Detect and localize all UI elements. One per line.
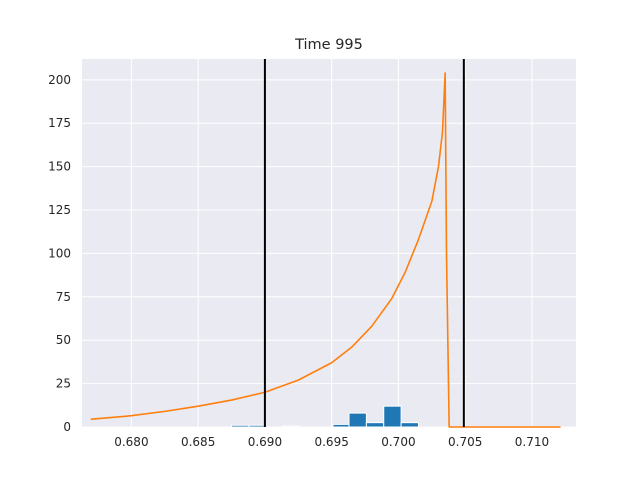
- histogram-bar-1: [248, 424, 266, 428]
- x-tick-label: 0.695: [314, 435, 348, 449]
- density-curve: [90, 72, 561, 428]
- histogram-bar-7: [400, 422, 419, 428]
- y-tick-label: 175: [48, 116, 71, 130]
- x-tick-labels: 0.680 0.685 0.690 0.695 0.700 0.705 0.710: [114, 435, 549, 449]
- y-tick-label: 0: [63, 420, 71, 434]
- y-tick-label: 200: [48, 73, 71, 87]
- x-tick-label: 0.705: [448, 435, 482, 449]
- histogram-bar-0: [231, 424, 250, 428]
- chart-title: Time 995: [294, 37, 363, 53]
- y-tick-label: 75: [56, 290, 71, 304]
- x-tick-label: 0.685: [181, 435, 215, 449]
- histogram-bar-4: [348, 412, 367, 428]
- y-tick-label: 150: [48, 160, 71, 174]
- x-tick-label: 0.680: [114, 435, 148, 449]
- y-tick-label: 50: [56, 333, 71, 347]
- y-tick-label: 25: [56, 377, 71, 391]
- histogram-bar-6: [383, 405, 402, 428]
- grid-lines: [82, 59, 576, 428]
- plot-area: [82, 59, 576, 427]
- y-tick-label: 125: [48, 203, 71, 217]
- y-tick-label: 100: [48, 246, 71, 260]
- histogram-bars: [231, 405, 419, 428]
- histogram-bar-5: [365, 422, 385, 428]
- vertical-lines: [263, 59, 465, 427]
- x-tick-label: 0.710: [515, 435, 549, 449]
- x-tick-label: 0.690: [248, 435, 282, 449]
- x-tick-label: 0.700: [381, 435, 415, 449]
- histogram-bar-3: [332, 423, 350, 428]
- histogram-bar-2: [281, 425, 301, 428]
- y-tick-labels: 0 25 50 75 100 125 150 175 200: [48, 73, 71, 434]
- density-curve-layer: [90, 72, 561, 428]
